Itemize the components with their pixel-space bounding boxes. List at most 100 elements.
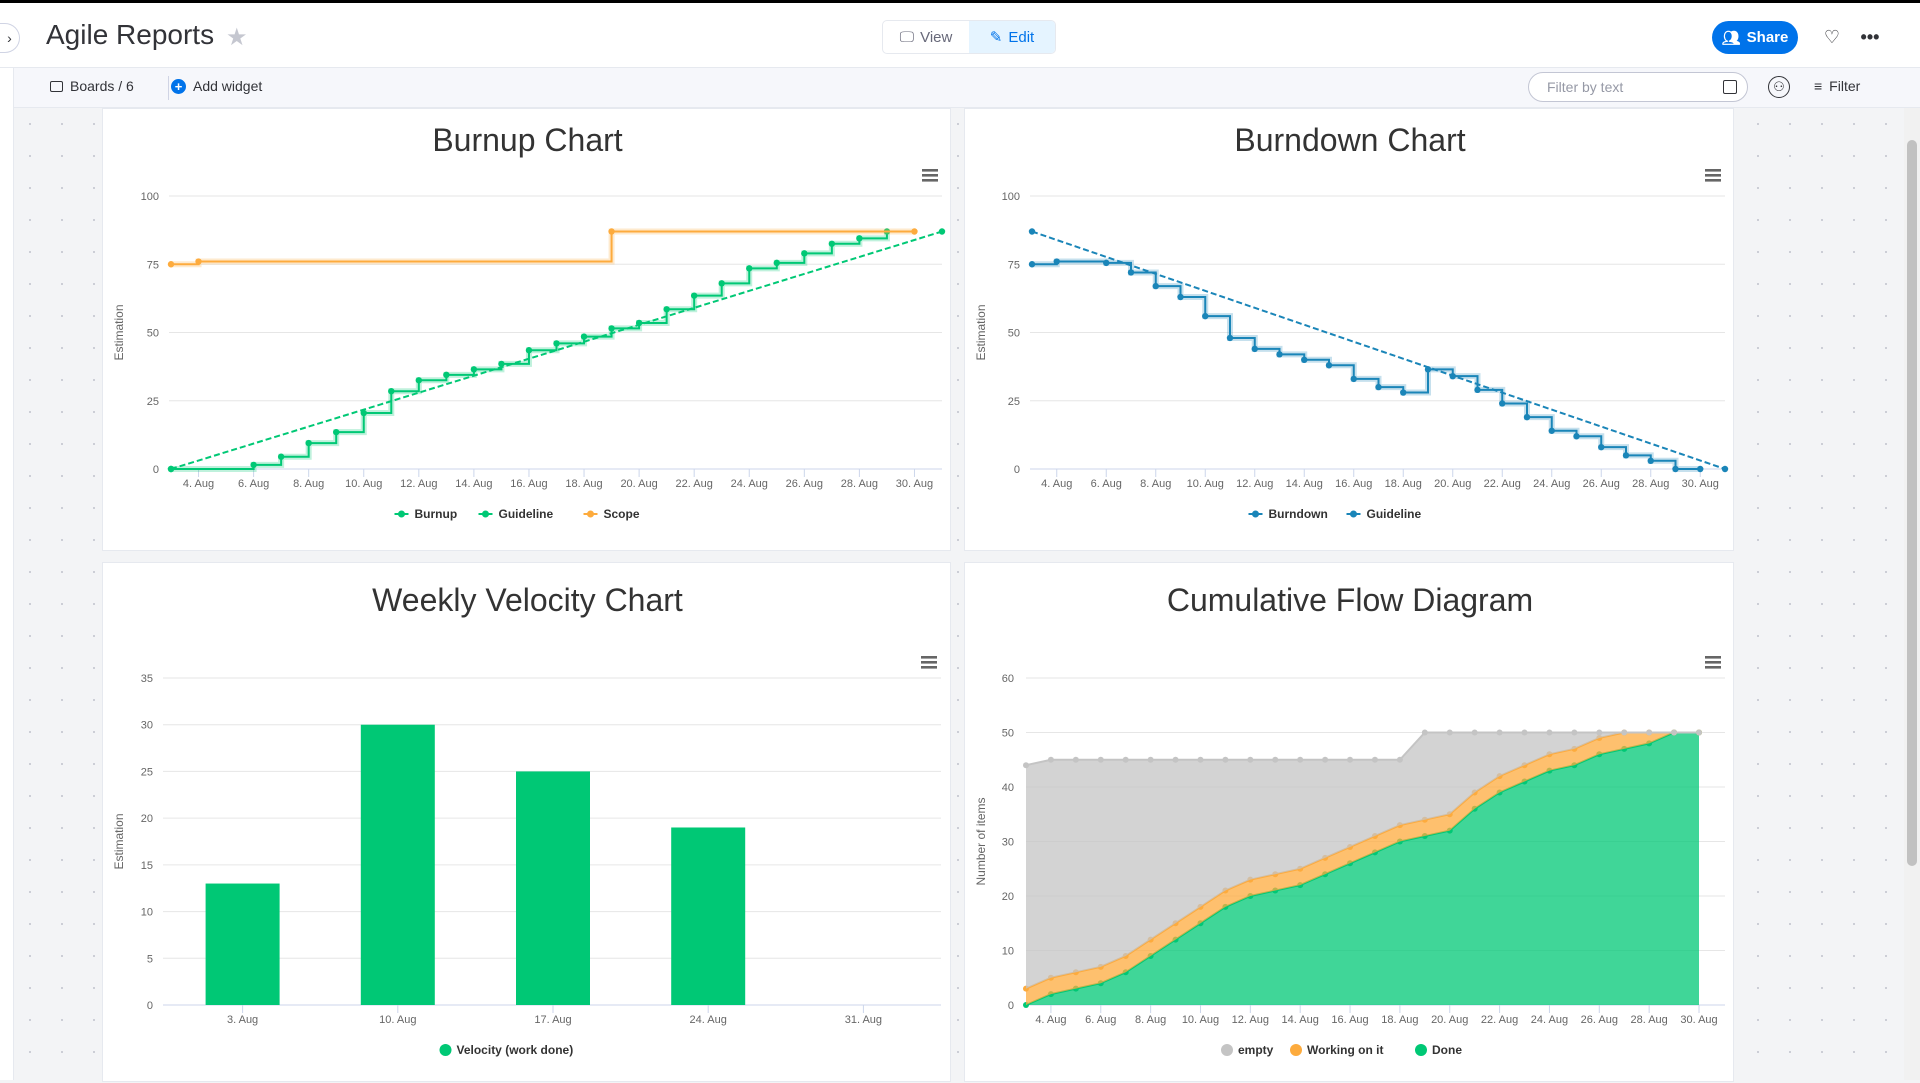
add-widget-button[interactable]: + Add widget	[171, 78, 262, 94]
data-point[interactable]	[167, 261, 175, 268]
share-button[interactable]: 👥︎ Share	[1712, 21, 1798, 54]
data-point[interactable]	[1222, 756, 1229, 763]
data-point[interactable]	[333, 428, 340, 436]
legend-item[interactable]: Done	[1415, 1043, 1462, 1057]
data-point[interactable]	[690, 292, 698, 299]
more-options-icon[interactable]: •••	[1860, 26, 1880, 47]
data-point[interactable]	[1596, 729, 1603, 736]
data-point[interactable]	[388, 387, 395, 395]
data-point[interactable]	[1400, 389, 1407, 396]
edit-button[interactable]: ✎ Edit	[969, 21, 1055, 53]
data-point[interactable]	[801, 250, 808, 257]
data-point[interactable]	[1172, 756, 1179, 763]
data-point[interactable]	[1247, 756, 1254, 763]
legend-item[interactable]: Working on it	[1290, 1043, 1383, 1057]
chart-menu-icon[interactable]	[1705, 656, 1721, 669]
data-point[interactable]	[1028, 228, 1036, 235]
data-point[interactable]	[911, 228, 918, 235]
data-point[interactable]	[608, 325, 615, 332]
data-point[interactable]	[1523, 413, 1531, 421]
person-filter-icon[interactable]: ⚇	[1768, 76, 1790, 98]
data-point[interactable]	[1251, 345, 1258, 353]
filter-input[interactable]	[1547, 79, 1707, 95]
data-point[interactable]	[1202, 312, 1209, 320]
data-point[interactable]	[1548, 427, 1555, 434]
data-point[interactable]	[1571, 729, 1578, 736]
data-point[interactable]	[608, 228, 615, 235]
data-point[interactable]	[1127, 269, 1135, 276]
data-point[interactable]	[1424, 366, 1432, 373]
data-point[interactable]	[1028, 261, 1036, 268]
data-point[interactable]	[195, 258, 202, 265]
bar[interactable]	[360, 724, 435, 1005]
data-point[interactable]	[498, 360, 505, 368]
legend-item[interactable]: Burndown	[1248, 507, 1328, 521]
data-point[interactable]	[1103, 259, 1110, 267]
data-point[interactable]	[938, 228, 946, 235]
legend-item[interactable]: Guideline	[478, 507, 554, 521]
data-point[interactable]	[1696, 729, 1702, 736]
data-point[interactable]	[1375, 383, 1382, 391]
data-point[interactable]	[1301, 356, 1308, 363]
data-point[interactable]	[1147, 756, 1154, 763]
data-point[interactable]	[663, 306, 670, 313]
bar[interactable]	[671, 827, 746, 1005]
data-point[interactable]	[1276, 351, 1283, 358]
data-point[interactable]	[1446, 729, 1453, 736]
data-point[interactable]	[1421, 729, 1428, 736]
chevron-right-icon[interactable]: ›	[0, 23, 20, 53]
data-point[interactable]	[1350, 375, 1357, 383]
data-point[interactable]	[1573, 433, 1580, 440]
data-point[interactable]	[1646, 729, 1653, 736]
data-point[interactable]	[1474, 386, 1481, 394]
data-point[interactable]	[1272, 756, 1279, 763]
updates-heart-icon[interactable]: ♡	[1823, 26, 1841, 47]
data-point[interactable]	[1647, 457, 1654, 465]
data-point[interactable]	[1152, 282, 1159, 290]
data-point[interactable]	[1471, 729, 1478, 736]
legend-item[interactable]: Scope	[583, 507, 640, 521]
bar[interactable]	[205, 883, 280, 1005]
data-point[interactable]	[1621, 729, 1628, 736]
data-point[interactable]	[360, 409, 367, 417]
data-point[interactable]	[1598, 443, 1605, 451]
data-point[interactable]	[856, 235, 863, 242]
data-point[interactable]	[1177, 293, 1184, 301]
data-point[interactable]	[1047, 756, 1054, 763]
chart-menu-icon[interactable]	[921, 656, 937, 669]
data-point[interactable]	[580, 333, 588, 340]
data-point[interactable]	[1322, 756, 1329, 763]
data-point[interactable]	[1396, 756, 1403, 763]
data-point[interactable]	[1721, 465, 1729, 473]
data-point[interactable]	[1499, 400, 1506, 407]
data-point[interactable]	[718, 280, 725, 287]
data-point[interactable]	[443, 371, 450, 379]
data-point[interactable]	[1671, 729, 1678, 736]
data-point[interactable]	[1053, 258, 1060, 265]
bar[interactable]	[516, 771, 590, 1005]
data-point[interactable]	[1197, 756, 1204, 763]
chart-menu-icon[interactable]	[922, 169, 938, 182]
data-point[interactable]	[1122, 756, 1129, 763]
legend-item[interactable]: Velocity (work done)	[439, 1043, 574, 1057]
data-point[interactable]	[1072, 756, 1079, 763]
data-point[interactable]	[1546, 729, 1553, 736]
boards-button[interactable]: Boards / 6	[50, 78, 134, 94]
data-point[interactable]	[167, 465, 175, 473]
save-icon[interactable]	[1723, 80, 1737, 94]
star-icon[interactable]: ★	[226, 24, 248, 51]
page-scrollbar[interactable]	[1904, 108, 1920, 1080]
data-point[interactable]	[773, 259, 780, 267]
data-point[interactable]	[1496, 729, 1503, 736]
scrollbar-thumb[interactable]	[1907, 140, 1917, 866]
data-point[interactable]	[1297, 756, 1304, 763]
filter-button[interactable]: ≡ Filter	[1814, 78, 1860, 94]
chart-menu-icon[interactable]	[1705, 169, 1721, 182]
data-point[interactable]	[1023, 762, 1029, 769]
data-point[interactable]	[277, 453, 285, 460]
data-point[interactable]	[1697, 465, 1704, 473]
legend-item[interactable]: empty	[1221, 1043, 1274, 1057]
data-point[interactable]	[1325, 362, 1333, 369]
legend-item[interactable]: Guideline	[1346, 507, 1422, 521]
data-point[interactable]	[1347, 756, 1354, 763]
